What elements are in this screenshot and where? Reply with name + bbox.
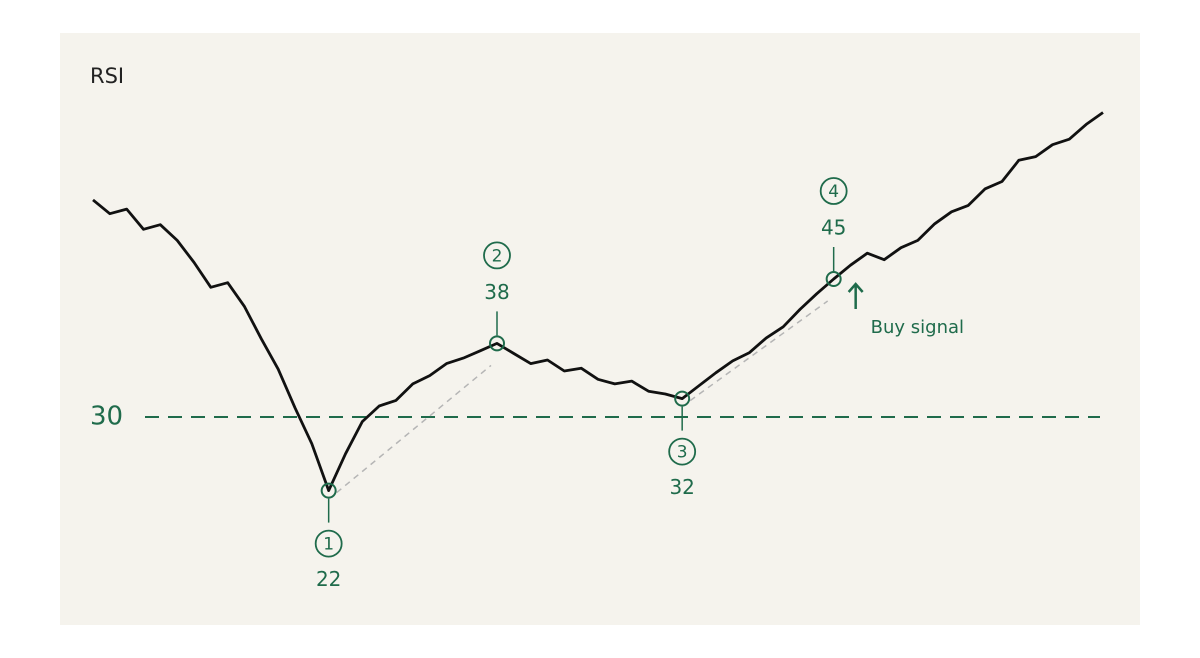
pivot-number: 4 — [828, 182, 839, 202]
pivot-number-ring — [483, 241, 511, 270]
pivot-value: 38 — [484, 280, 509, 304]
trend-line — [336, 364, 492, 494]
card — [60, 33, 1140, 625]
pivot-marker — [825, 271, 842, 287]
pivot-marker — [674, 390, 691, 407]
threshold-label: 30 — [90, 402, 123, 432]
pivot-number-ring — [668, 437, 697, 466]
pivot-marker — [489, 335, 505, 352]
pivot-value: 32 — [669, 475, 694, 499]
pivot-value: 45 — [821, 216, 846, 240]
signal-label: Buy signal — [871, 317, 964, 338]
pivot-number-ring — [314, 529, 343, 558]
pivot-value: 22 — [316, 567, 341, 591]
pivot-number: 3 — [677, 443, 688, 463]
signal-arrow — [847, 282, 864, 309]
pivot-number: 1 — [323, 535, 334, 555]
pivot-number-ring — [819, 177, 848, 205]
pivot-marker — [320, 482, 337, 499]
chart-title: RSI — [90, 64, 124, 88]
pivot-number: 2 — [492, 246, 503, 266]
rsi-line — [92, 111, 1104, 492]
